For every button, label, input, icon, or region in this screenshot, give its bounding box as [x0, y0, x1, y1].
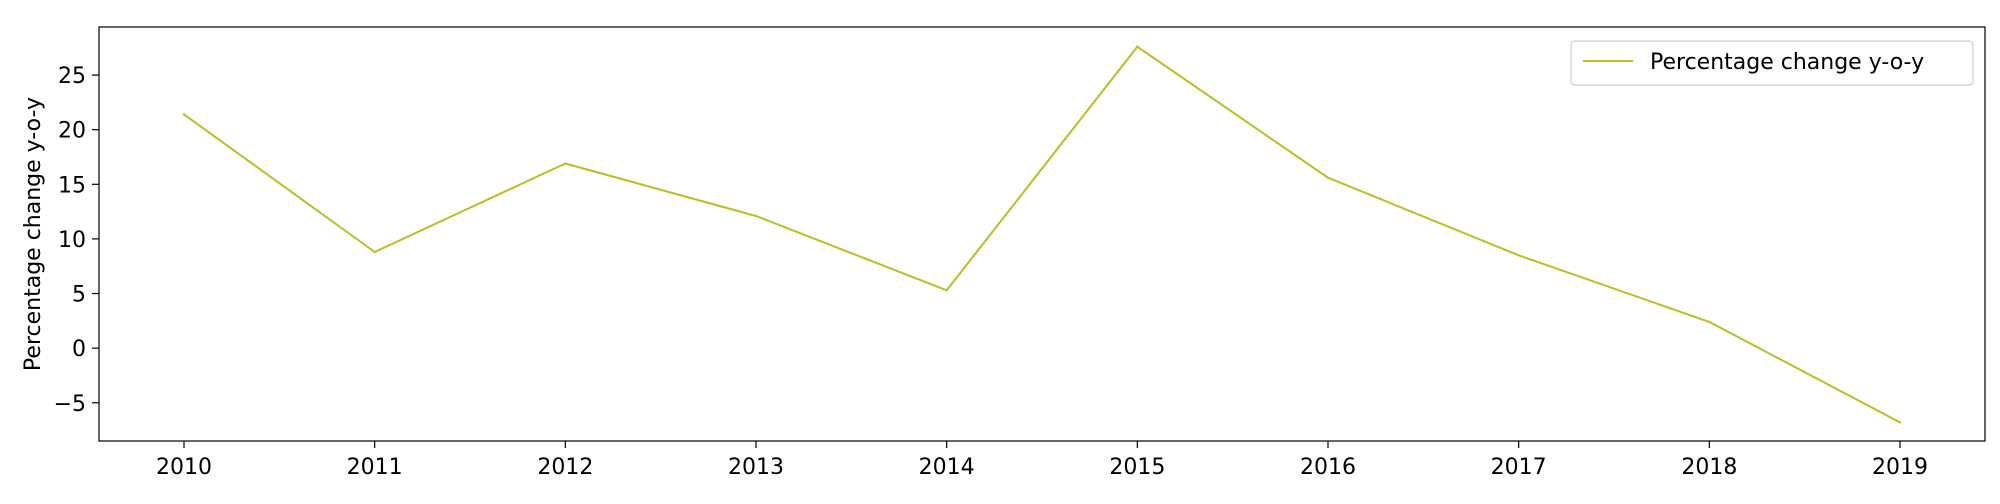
- x-tick-label: 2013: [728, 455, 784, 480]
- x-tick-label: 2011: [347, 455, 403, 480]
- y-axis: −5 0 5 10 15 20 25: [54, 64, 99, 417]
- y-tick-label: 10: [58, 228, 86, 253]
- data-point: [564, 162, 567, 165]
- x-tick-label: 2019: [1872, 455, 1928, 480]
- x-tick-label: 2012: [537, 455, 593, 480]
- x-tick-label: 2018: [1681, 455, 1737, 480]
- data-point: [1136, 45, 1139, 48]
- legend-label: Percentage change y-o-y: [1650, 50, 1924, 75]
- y-tick-label: 25: [58, 64, 86, 89]
- legend: Percentage change y-o-y: [1570, 40, 1974, 86]
- data-point: [1708, 320, 1711, 324]
- data-point: [1898, 421, 1902, 424]
- plot-area: [98, 26, 1986, 442]
- data-point: [1326, 176, 1330, 179]
- data-point: [182, 113, 186, 116]
- y-tick-label: −5: [54, 392, 86, 417]
- y-axis-label: Percentage change y-o-y: [21, 97, 46, 371]
- data-point: [945, 289, 948, 292]
- data-point: [1517, 254, 1520, 257]
- y-tick-label: 5: [72, 283, 86, 308]
- data-point: [754, 214, 758, 218]
- series-layer: [182, 45, 1902, 424]
- x-axis: 2010 2011 2012 2013 2014 2015 2016 2017 2018 2019: [156, 441, 1928, 480]
- y-tick-label: 15: [58, 173, 86, 198]
- x-tick-label: 2014: [919, 455, 975, 480]
- y-tick-label: 0: [72, 337, 86, 362]
- x-tick-label: 2010: [156, 455, 212, 480]
- x-tick-label: 2016: [1300, 455, 1356, 480]
- x-tick-label: 2015: [1109, 455, 1165, 480]
- series-line: [183, 45, 1901, 424]
- y-tick-label: 20: [58, 119, 86, 144]
- legend-box: [1570, 40, 1974, 86]
- x-tick-label: 2017: [1491, 455, 1547, 480]
- data-point: [373, 250, 376, 254]
